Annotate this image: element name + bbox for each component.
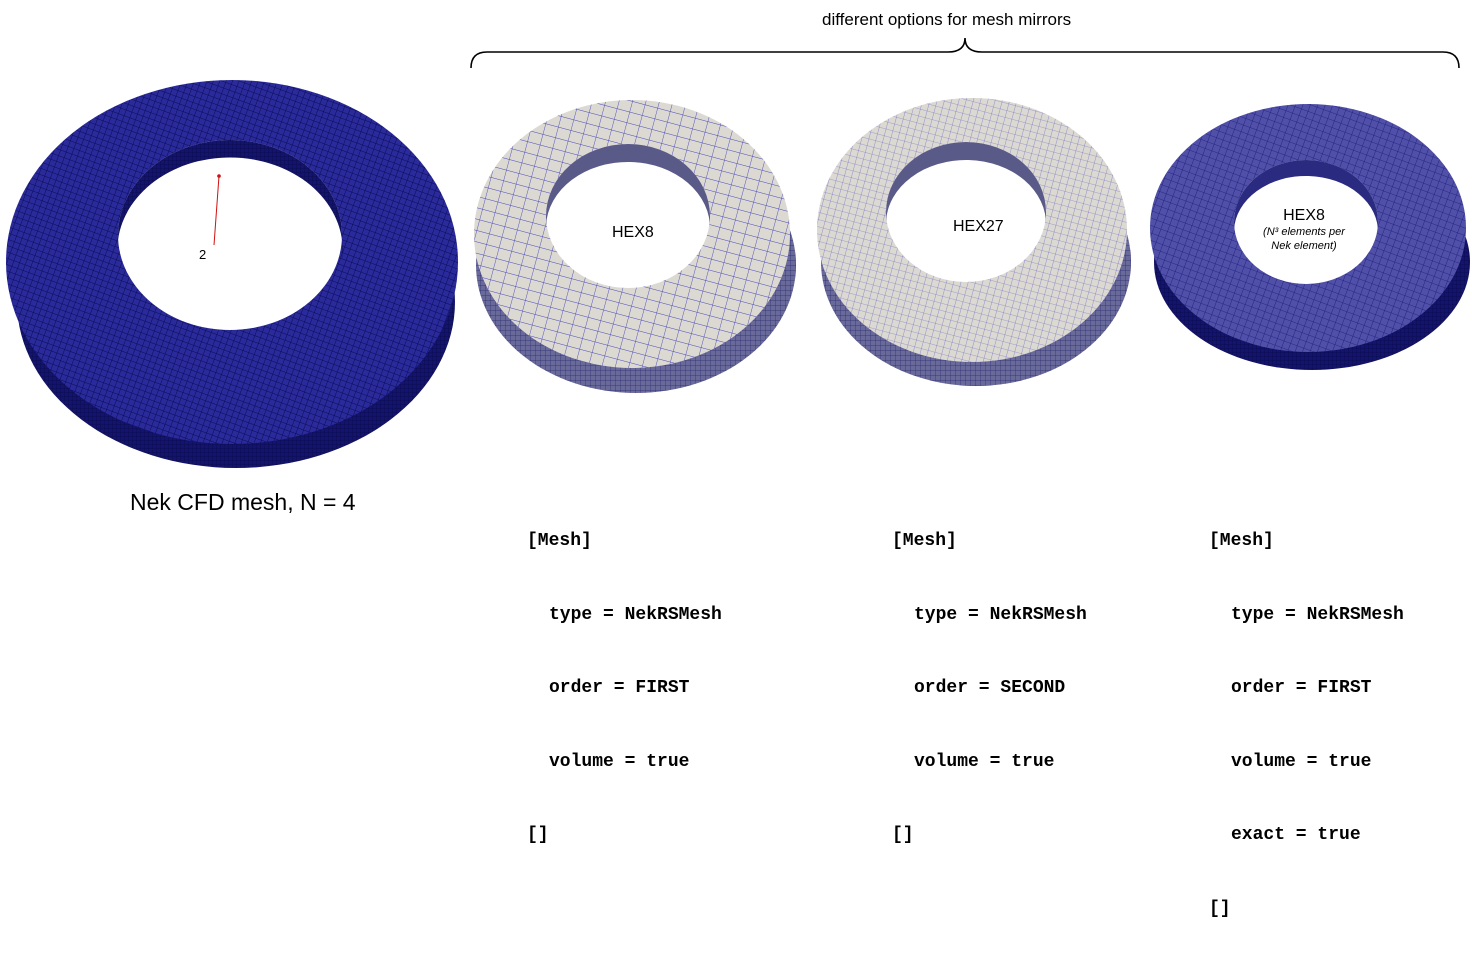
figure-canvas [6,37,1470,468]
code-line: type = NekRSMesh [1231,604,1404,625]
hex8-exact-mirror-ring [1150,104,1470,370]
code-line: volume = true [1231,751,1372,772]
hex8-label: HEX8 [612,224,654,241]
hex27-code-block: [Mesh] type = NekRSMesh order = SECOND v… [892,480,1087,897]
hex27-mirror-ring [817,98,1131,386]
code-line: [Mesh] [892,531,957,551]
figure: different options for mesh mirrors 2 Nek… [6,10,1470,919]
code-line: order = FIRST [1231,678,1372,698]
main-mesh-caption: Nek CFD mesh, N = 4 [130,489,356,515]
hex8-mirror-ring [474,100,796,393]
hex8-exact-note-line2: Nek element) [1271,240,1337,252]
nek-cfd-mesh-ring [6,80,458,468]
code-line: volume = true [549,751,690,772]
code-line: volume = true [914,751,1055,772]
code-line: exact = true [1231,825,1361,845]
header-title: different options for mesh mirrors [822,10,1072,29]
annotation-line [213,175,220,246]
code-line: [Mesh] [1209,531,1274,551]
code-line: type = NekRSMesh [914,604,1087,625]
code-line: type = NekRSMesh [549,604,722,625]
code-line: order = FIRST [549,678,690,698]
code-line: [] [892,825,914,845]
code-line: [] [1209,898,1231,919]
hex8-exact-title: HEX8 [1283,207,1325,224]
hex8-exact-label: HEX8 (N³ elements per Nek element) [1244,207,1364,253]
hex8-exact-note-line1: (N³ elements per [1263,226,1345,238]
hex8-code-block: [Mesh] type = NekRSMesh order = FIRST vo… [527,480,722,897]
code-line: order = SECOND [914,678,1066,698]
hex27-label: HEX27 [953,218,1004,235]
code-line: [Mesh] [527,531,592,551]
mesh-annotation-number: 2 [199,247,207,262]
header-brace [470,37,1460,69]
hex8-exact-code-block: [Mesh] type = NekRSMesh order = FIRST vo… [1209,480,1404,970]
code-line: [] [527,825,549,845]
